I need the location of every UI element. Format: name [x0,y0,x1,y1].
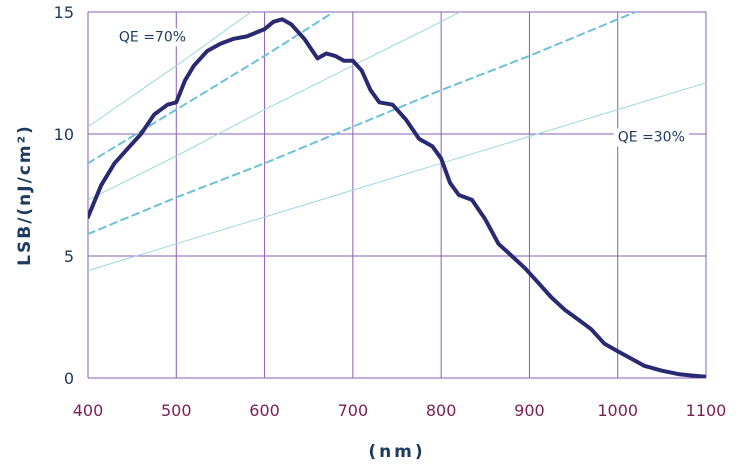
x-tick-label: 500 [161,401,192,420]
y-axis-label: LSB/(nJ/cm²) [15,124,35,266]
x-tick-label: 1000 [597,401,638,420]
x-tick-label: 800 [426,401,457,420]
qe-reference-line-dashed [88,12,336,165]
y-tick-label: 0 [64,369,74,388]
y-tick-label: 10 [54,125,74,144]
sensitivity-curve [88,17,706,378]
qe-reference-line-thin [88,12,461,201]
annotation-background [114,28,191,47]
x-axis-label: (nm) [368,442,425,462]
qe-annotation: QE =30% [613,128,689,147]
qe-reference-line-thin [88,12,252,128]
annotation-background [613,128,689,147]
qe-reference-line-thin [88,82,706,272]
y-tick-label: 15 [54,3,74,22]
x-tick-label: 900 [514,401,545,420]
annotation-text: QE =30% [618,129,685,145]
x-axis-ticks: 400 500 600 700 800 900 1000 1100 [73,401,727,420]
x-tick-label: 600 [249,401,280,420]
annotation-text: QE =70% [119,29,186,45]
x-tick-label: 400 [73,401,104,420]
x-tick-label: 1100 [686,401,727,420]
series-group [88,12,706,378]
y-tick-label: 5 [64,247,74,266]
qe-annotation: QE =70% [114,28,191,47]
x-tick-label: 700 [338,401,369,420]
y-axis-ticks: 0 5 10 15 [54,3,74,388]
qe-reference-line-dashed [88,12,637,235]
grid [87,11,707,379]
annotations: QE =70% QE =30% [114,28,689,147]
